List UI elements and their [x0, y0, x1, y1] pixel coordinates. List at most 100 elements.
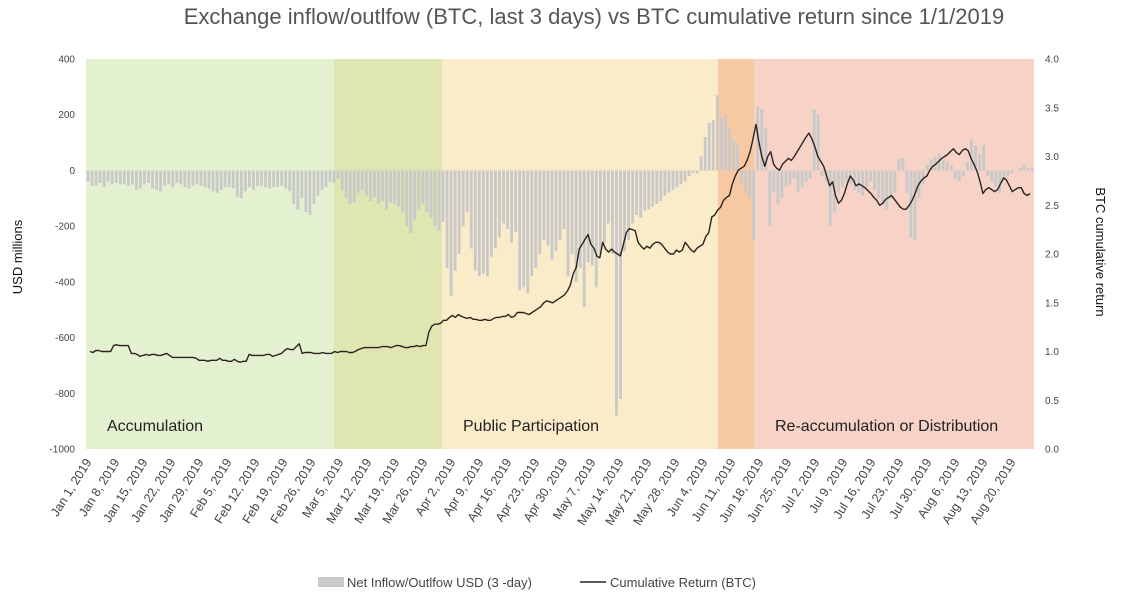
- inflow-bar: [211, 170, 215, 192]
- inflow-bar: [445, 170, 449, 268]
- inflow-bar: [98, 170, 102, 183]
- inflow-bar: [461, 170, 465, 227]
- inflow-bar: [126, 170, 130, 186]
- inflow-bar: [135, 170, 138, 190]
- phase-band-4: [754, 59, 1034, 449]
- inflow-bar: [941, 159, 945, 171]
- inflow-bar: [913, 170, 917, 241]
- inflow-bar: [227, 170, 231, 188]
- inflow-bar: [921, 170, 925, 185]
- inflow-bar: [518, 170, 522, 291]
- y-axis-right-ticks: 4.0 3.5 3.0 2.5 2.0 1.5 1.0 0.5 0.0: [1045, 55, 1059, 456]
- inflow-bar: [752, 170, 756, 241]
- inflow-bar: [732, 139, 735, 171]
- y-left-tick-label: -200: [55, 222, 75, 233]
- inflow-bar: [760, 109, 764, 171]
- inflow-bar: [542, 170, 546, 241]
- inflow-bar: [276, 170, 280, 188]
- inflow-bar: [780, 170, 784, 199]
- inflow-bar: [280, 170, 284, 186]
- inflow-bar: [723, 114, 727, 171]
- chart-title: Exchange inflow/outlfow (BTC, last 3 day…: [184, 4, 1004, 29]
- inflow-bar: [740, 170, 743, 185]
- inflow-bar: [796, 170, 800, 193]
- inflow-bar: [594, 170, 598, 288]
- phase-labels: Accumulation Public Participation Re-accum…: [107, 418, 998, 435]
- inflow-bar: [381, 170, 384, 202]
- inflow-bar: [457, 170, 461, 254]
- watermark: 知乎 @区块链骑士: [859, 537, 1092, 570]
- inflow-bar: [719, 117, 723, 171]
- inflow-bar: [494, 170, 497, 249]
- inflow-bar: [1026, 167, 1030, 171]
- inflow-bar: [247, 170, 251, 188]
- inflow-bar: [328, 170, 332, 182]
- inflow-bar: [554, 170, 558, 252]
- inflow-bar: [207, 170, 211, 189]
- inflow-bar: [102, 170, 106, 188]
- inflow-bar: [792, 170, 796, 179]
- inflow-bar: [974, 145, 977, 171]
- inflow-bar: [683, 170, 687, 182]
- y-right-tick-label: 0.0: [1045, 445, 1059, 456]
- inflow-bar: [788, 170, 792, 185]
- inflow-bar: [1006, 170, 1010, 176]
- inflow-bar: [296, 170, 300, 210]
- inflow-bar: [256, 170, 259, 186]
- inflow-bar: [651, 170, 655, 207]
- inflow-bar: [114, 170, 118, 183]
- inflow-bar: [1010, 170, 1014, 174]
- inflow-bar: [679, 170, 683, 185]
- y-right-tick-label: 1.0: [1045, 347, 1059, 358]
- inflow-bar: [421, 170, 425, 204]
- inflow-bar: [417, 170, 421, 210]
- inflow-bar: [356, 170, 360, 193]
- inflow-bar: [663, 170, 667, 196]
- inflow-bar: [885, 170, 889, 210]
- inflow-bar: [490, 170, 493, 257]
- inflow-bar: [703, 137, 707, 171]
- y-left-tick-label: -800: [55, 389, 75, 400]
- inflow-bar: [873, 170, 877, 190]
- inflow-bar: [393, 170, 397, 204]
- inflow-bar: [994, 170, 998, 188]
- inflow-bar: [647, 170, 651, 210]
- inflow-bar: [364, 170, 368, 196]
- inflow-bar: [449, 170, 453, 296]
- inflow-bar: [199, 170, 203, 186]
- inflow-bar: [611, 170, 614, 254]
- inflow-bar: [352, 170, 356, 203]
- inflow-bar: [502, 170, 505, 224]
- inflow-bar: [897, 159, 901, 171]
- inflow-bar: [857, 170, 860, 193]
- inflow-bar: [776, 170, 780, 204]
- inflow-bar: [909, 170, 913, 238]
- inflow-bar: [929, 159, 933, 171]
- inflow-bar: [905, 170, 909, 193]
- inflow-bar: [473, 170, 477, 271]
- inflow-bar: [203, 170, 207, 188]
- inflow-bar: [715, 95, 719, 171]
- phase-label-0: Accumulation: [107, 418, 203, 435]
- inflow-bar: [215, 170, 219, 193]
- inflow-bar: [949, 164, 953, 171]
- inflow-bar: [1002, 170, 1006, 179]
- y-left-tick-label: 200: [58, 110, 75, 121]
- y-right-tick-label: 0.5: [1045, 396, 1059, 407]
- inflow-bar: [961, 170, 965, 176]
- inflow-bar: [784, 170, 788, 188]
- inflow-bar: [348, 170, 352, 204]
- inflow-bar: [671, 170, 675, 190]
- inflow-bar: [243, 170, 247, 192]
- inflow-bar: [239, 170, 243, 199]
- inflow-bar: [840, 170, 844, 188]
- inflow-bar: [437, 170, 441, 231]
- inflow-bar: [300, 170, 304, 199]
- y-left-tick-label: 0: [69, 166, 75, 177]
- inflow-bar: [748, 170, 752, 199]
- inflow-bar: [336, 170, 340, 179]
- inflow-bar: [768, 170, 772, 227]
- phase-label-4: Re-accumulation or Distribution: [775, 418, 998, 435]
- inflow-bar: [268, 170, 271, 189]
